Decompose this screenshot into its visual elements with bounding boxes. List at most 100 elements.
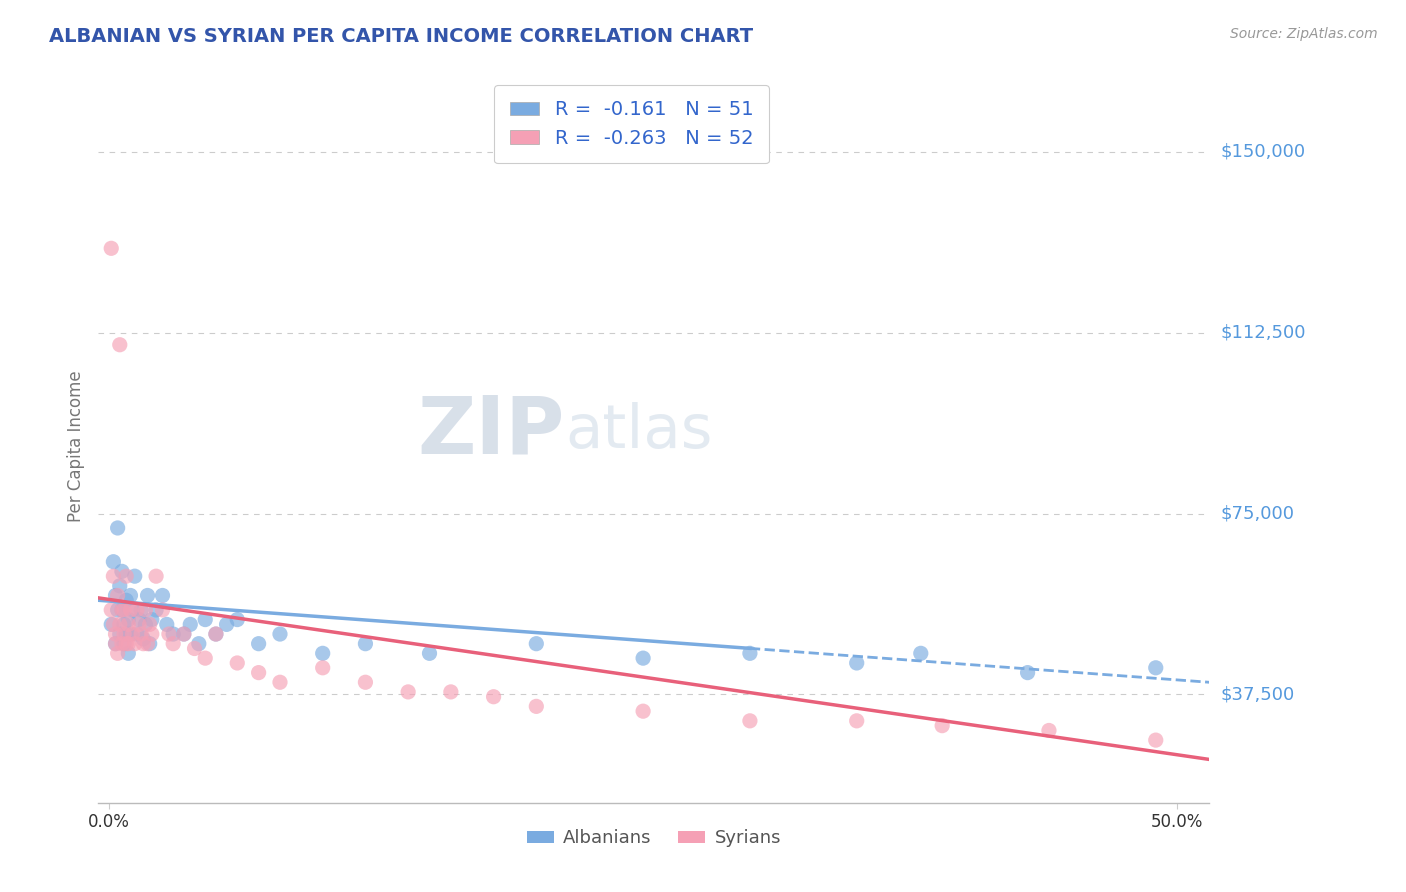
- Point: [910, 646, 932, 660]
- Point: [108, 617, 131, 632]
- Text: Source: ZipAtlas.com: Source: ZipAtlas.com: [1230, 27, 1378, 41]
- Point: [631, 651, 654, 665]
- Point: [103, 617, 125, 632]
- Point: [108, 627, 131, 641]
- Point: [115, 569, 138, 583]
- Point: [215, 617, 238, 632]
- Point: [269, 627, 291, 641]
- Point: [125, 627, 148, 641]
- Point: [354, 637, 377, 651]
- Point: [115, 593, 138, 607]
- Point: [226, 613, 249, 627]
- Point: [205, 627, 228, 641]
- Point: [108, 579, 131, 593]
- Point: [112, 603, 135, 617]
- Point: [107, 589, 129, 603]
- Point: [107, 521, 129, 535]
- Text: $75,000: $75,000: [1220, 505, 1295, 523]
- Point: [931, 719, 953, 733]
- Point: [396, 685, 419, 699]
- Point: [631, 704, 654, 718]
- Point: [152, 603, 174, 617]
- Point: [134, 617, 156, 632]
- Point: [179, 617, 201, 632]
- Point: [104, 637, 127, 651]
- Text: $150,000: $150,000: [1220, 143, 1305, 161]
- Point: [312, 661, 335, 675]
- Point: [112, 627, 135, 641]
- Point: [107, 646, 129, 660]
- Point: [100, 617, 122, 632]
- Point: [152, 589, 174, 603]
- Point: [117, 646, 139, 660]
- Point: [111, 637, 134, 651]
- Point: [738, 714, 761, 728]
- Point: [104, 637, 127, 651]
- Text: atlas: atlas: [565, 402, 713, 461]
- Point: [104, 627, 127, 641]
- Point: [354, 675, 377, 690]
- Point: [269, 675, 291, 690]
- Point: [103, 555, 125, 569]
- Point: [107, 603, 129, 617]
- Point: [141, 613, 163, 627]
- Point: [117, 637, 139, 651]
- Point: [100, 241, 122, 255]
- Point: [524, 699, 547, 714]
- Point: [1038, 723, 1060, 738]
- Point: [1144, 733, 1167, 747]
- Point: [134, 603, 156, 617]
- Point: [524, 637, 547, 651]
- Point: [173, 627, 195, 641]
- Point: [226, 656, 249, 670]
- Point: [138, 637, 160, 651]
- Point: [482, 690, 505, 704]
- Point: [120, 627, 142, 641]
- Point: [136, 589, 159, 603]
- Point: [112, 617, 135, 632]
- Point: [205, 627, 228, 641]
- Point: [125, 603, 148, 617]
- Point: [738, 646, 761, 660]
- Point: [1144, 661, 1167, 675]
- Point: [104, 589, 127, 603]
- Point: [124, 569, 146, 583]
- Point: [129, 603, 152, 617]
- Point: [128, 617, 150, 632]
- Point: [111, 565, 134, 579]
- Point: [157, 627, 180, 641]
- Point: [145, 569, 167, 583]
- Legend: Albanians, Syrians: Albanians, Syrians: [519, 822, 789, 855]
- Point: [108, 337, 131, 351]
- Text: $37,500: $37,500: [1220, 685, 1295, 703]
- Point: [115, 637, 138, 651]
- Text: ALBANIAN VS SYRIAN PER CAPITA INCOME CORRELATION CHART: ALBANIAN VS SYRIAN PER CAPITA INCOME COR…: [49, 27, 754, 45]
- Point: [247, 665, 270, 680]
- Point: [120, 589, 142, 603]
- Point: [117, 617, 139, 632]
- Point: [138, 617, 160, 632]
- Point: [173, 627, 195, 641]
- Point: [162, 637, 184, 651]
- Point: [124, 637, 146, 651]
- Point: [128, 613, 150, 627]
- Point: [141, 627, 163, 641]
- Point: [132, 632, 155, 646]
- Point: [162, 627, 184, 641]
- Y-axis label: Per Capita Income: Per Capita Income: [66, 370, 84, 522]
- Point: [100, 603, 122, 617]
- Point: [117, 613, 139, 627]
- Point: [132, 637, 155, 651]
- Point: [187, 637, 209, 651]
- Point: [136, 637, 159, 651]
- Point: [183, 641, 205, 656]
- Point: [115, 627, 138, 641]
- Point: [111, 603, 134, 617]
- Text: ZIP: ZIP: [418, 392, 565, 471]
- Point: [103, 569, 125, 583]
- Point: [845, 656, 868, 670]
- Point: [1017, 665, 1039, 680]
- Point: [111, 603, 134, 617]
- Point: [156, 617, 179, 632]
- Point: [194, 613, 217, 627]
